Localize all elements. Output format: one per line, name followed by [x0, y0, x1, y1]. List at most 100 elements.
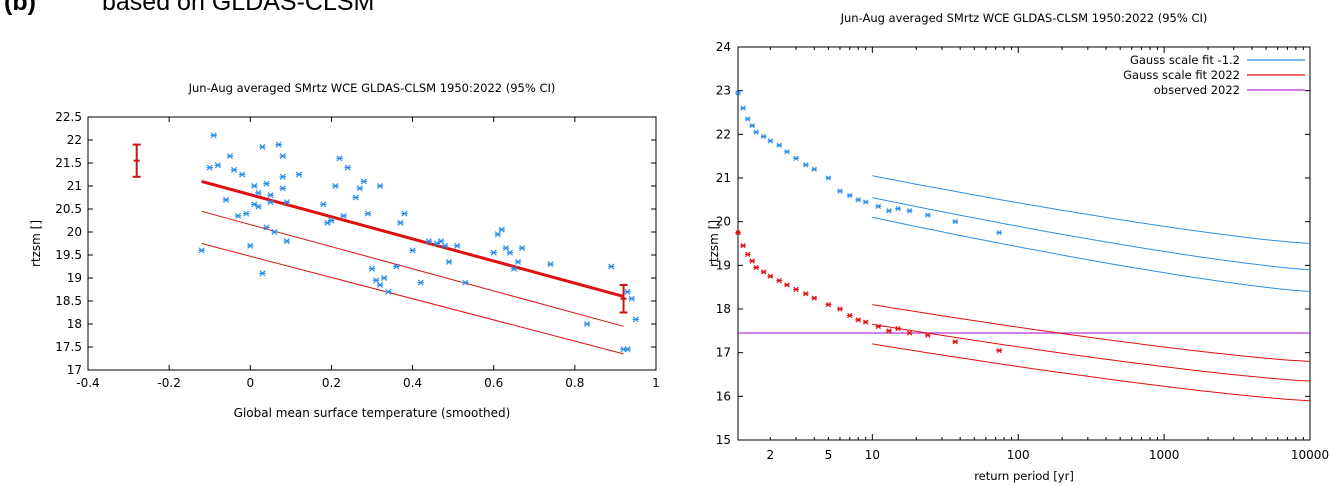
ci-band-upper-line — [201, 210, 624, 327]
y-tick-label: 18.5 — [55, 294, 82, 308]
data-point — [454, 242, 461, 249]
y-tick-label: 22 — [67, 133, 82, 147]
data-point — [364, 210, 372, 217]
data-point — [372, 277, 380, 284]
data-point — [608, 263, 615, 270]
error-bar — [132, 143, 141, 178]
data-point — [385, 288, 392, 295]
data-point — [425, 238, 432, 245]
blue-data-point — [803, 162, 809, 168]
data-point — [295, 171, 303, 178]
data-point — [514, 258, 522, 265]
y-tick-label: 22 — [716, 127, 731, 141]
data-point — [360, 178, 368, 185]
data-point — [214, 162, 222, 169]
data-point — [206, 164, 213, 171]
data-point — [259, 143, 266, 150]
x-tick-label: 1 — [652, 376, 660, 390]
ci-band-lower-line — [201, 243, 624, 355]
y-tick-label: 20.5 — [55, 202, 82, 216]
panel-heading: based on GLDAS-CLSM — [102, 0, 375, 16]
red-data-point — [925, 332, 931, 338]
red-data-point — [846, 312, 853, 319]
y-tick-label: 21 — [67, 179, 82, 193]
y-tick-label: 17 — [716, 346, 731, 360]
blue-data-point — [906, 208, 913, 214]
data-point — [352, 194, 359, 201]
red-data-point — [740, 243, 746, 249]
data-point — [462, 279, 469, 286]
y-tick-label: 21 — [716, 171, 731, 185]
legend-label: observed 2022 — [1154, 83, 1240, 97]
data-point — [490, 249, 497, 256]
data-point — [320, 201, 327, 208]
blue-data-point — [784, 149, 790, 155]
x-axis-label: return period [yr] — [974, 469, 1074, 483]
x-tick-label: 1000 — [1149, 448, 1180, 462]
red-data-point — [886, 328, 892, 334]
y-tick-label: 24 — [716, 40, 731, 54]
data-point — [247, 242, 254, 249]
blue-fit-upper-line — [872, 175, 1311, 244]
x-tick-label: 10 — [865, 448, 880, 462]
chart-title: Jun-Aug averaged SMrtz WCE GLDAS-CLSM 19… — [840, 11, 1208, 25]
x-tick-label: 0.8 — [565, 376, 584, 390]
data-point — [255, 203, 262, 210]
red-data-point — [825, 302, 832, 308]
data-point — [380, 274, 388, 282]
x-tick-label: 0 — [246, 376, 254, 390]
y-tick-label: 17 — [67, 363, 82, 377]
data-point — [518, 245, 526, 252]
chart-title: Jun-Aug averaged SMrtz WCE GLDAS-CLSM 19… — [188, 81, 556, 95]
blue-data-point — [996, 229, 1002, 236]
blue-data-point — [793, 155, 799, 161]
x-tick-label: 5 — [825, 448, 833, 462]
blue-data-point — [767, 138, 774, 144]
y-tick-label: 19 — [716, 258, 731, 272]
x-tick-label: 10000 — [1291, 448, 1329, 462]
data-point — [243, 210, 250, 217]
blue-data-point — [875, 203, 882, 210]
blue-data-point — [952, 219, 959, 225]
blue-data-point — [744, 116, 751, 122]
data-point — [336, 155, 343, 162]
data-point — [506, 249, 514, 256]
data-point — [437, 238, 445, 245]
x-tick-label: 100 — [1007, 448, 1030, 462]
data-point — [494, 231, 501, 238]
data-point — [226, 153, 234, 160]
data-point — [401, 210, 408, 217]
red-data-point — [767, 273, 774, 279]
blue-data-point — [735, 90, 741, 96]
red-data-point — [996, 347, 1002, 354]
y-axis-label: rtzsm [] — [29, 220, 43, 267]
data-point — [376, 281, 384, 288]
data-point — [376, 182, 384, 190]
red-data-point — [895, 326, 901, 332]
data-point — [498, 226, 506, 233]
x-tick-label: 0.4 — [403, 376, 422, 390]
data-point — [263, 224, 270, 231]
right-chart: Jun-Aug averaged SMrtz WCE GLDAS-CLSM 19… — [707, 11, 1329, 483]
left-chart: Jun-Aug averaged SMrtz WCE GLDAS-CLSM 19… — [29, 81, 660, 420]
data-point — [393, 263, 400, 270]
plot-frame — [87, 116, 657, 371]
data-point — [255, 189, 262, 196]
data-point — [271, 228, 278, 236]
y-tick-label: 22.5 — [55, 110, 82, 124]
blue-data-point — [749, 122, 755, 129]
red-data-point — [735, 229, 741, 236]
data-point — [230, 166, 238, 173]
data-point — [259, 270, 266, 277]
data-point — [417, 279, 424, 286]
data-point — [332, 182, 339, 190]
y-tick-label: 20 — [67, 225, 82, 239]
red-data-point — [803, 291, 809, 297]
y-axis-label: rtzsm [] — [707, 220, 721, 267]
blue-fit-lower-line — [872, 216, 1311, 292]
x-tick-label: 2 — [767, 448, 775, 462]
data-point — [409, 247, 416, 254]
blue-data-point — [825, 175, 832, 181]
